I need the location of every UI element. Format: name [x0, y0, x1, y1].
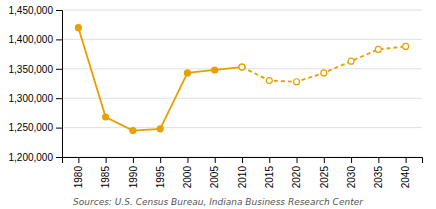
x-tick-label: 2030: [346, 166, 357, 189]
x-tick-label: 1985: [100, 166, 111, 189]
x-tick: 2020: [291, 157, 302, 188]
y-tick-mark: [56, 157, 62, 158]
x-tick-label: 1995: [155, 166, 166, 189]
point: [75, 25, 81, 31]
y-tick: 1,300,000: [9, 93, 63, 104]
point: [103, 114, 109, 120]
x-axis: 1980 1985 1990 1995 2000 2005 2010 2015 2020 2025…: [63, 157, 423, 188]
grid: [62, 10, 422, 157]
x-tick-mark: [242, 157, 243, 163]
point: [403, 43, 409, 49]
x-tick-mark: [215, 157, 216, 163]
x-tick: 2035: [373, 157, 384, 188]
annotation: Sources: U.S. Census Bureau, Indiana Bus…: [73, 197, 364, 207]
x-tick-label: 2020: [291, 166, 302, 189]
point: [184, 70, 190, 76]
point: [348, 58, 354, 64]
x-tick-mark: [269, 157, 270, 163]
grid-line: [62, 39, 422, 40]
y-tick-mark: [56, 39, 62, 40]
y-tick: 1,350,000: [9, 64, 63, 75]
x-tick-label: 2000: [182, 166, 193, 189]
x-tick-mark: [78, 157, 79, 163]
x-tick: 2010: [237, 157, 248, 188]
x-tick-mark: [378, 157, 379, 163]
y-tick-mark: [56, 98, 62, 99]
x-tick-mark: [324, 157, 325, 163]
x-tick-mark: [160, 157, 161, 163]
grid-line: [62, 10, 422, 11]
x-tick: 2000: [182, 157, 193, 188]
y-tick-label: 1,450,000: [9, 5, 54, 16]
y-axis: 1,200,000 1,250,000 1,300,000 1,350,000 1,40…: [9, 5, 63, 163]
point: [266, 78, 272, 84]
y-tick-label: 1,350,000: [9, 64, 54, 75]
x-tick-mark: [187, 157, 188, 163]
x-tick-label: 1980: [73, 166, 84, 189]
y-tick-label: 1,200,000: [9, 152, 54, 163]
x-tick-mark: [133, 157, 134, 163]
x-tick-mark: [106, 157, 107, 163]
point: [294, 79, 300, 85]
series-line: [78, 28, 242, 131]
x-tick-label: 2035: [373, 166, 384, 189]
point: [239, 64, 245, 70]
grid-line: [62, 98, 422, 99]
point: [130, 128, 136, 134]
point: [375, 46, 381, 52]
x-tick-label: 1990: [128, 166, 139, 189]
point: [212, 67, 218, 73]
x-tick-mark: [351, 157, 352, 163]
y-tick-mark: [56, 128, 62, 129]
x-tick: 1980: [73, 157, 84, 188]
x-tick: 1990: [128, 157, 139, 188]
x-tick: 2040: [400, 157, 411, 188]
x-tick-label: 2040: [400, 166, 411, 189]
x-tick-label: 2025: [319, 166, 330, 189]
plot-area: 1980 1985 1990 1995 2000 2005 2010 2015 2020 2025…: [9, 5, 423, 189]
y-tick-label: 1,250,000: [9, 122, 54, 133]
x-tick-label: 2015: [264, 166, 275, 189]
chart: 1980 1985 1990 1995 2000 2005 2010 2015 2020 2025…: [0, 0, 436, 209]
x-tick: 1995: [155, 157, 166, 188]
point: [239, 64, 245, 70]
y-tick-label: 1,300,000: [9, 93, 54, 104]
x-tick-mark: [297, 157, 298, 163]
marks: [75, 25, 408, 134]
x-tick-label: 2010: [237, 166, 248, 189]
x-tick: 2005: [209, 157, 220, 188]
point: [321, 70, 327, 76]
x-tick: 1985: [100, 157, 111, 188]
y-tick: 1,200,000: [9, 152, 63, 163]
x-tick: 2015: [264, 157, 275, 188]
y-tick-mark: [56, 10, 62, 11]
point: [157, 126, 163, 132]
x-tick: 2030: [346, 157, 357, 188]
x-tick-mark: [406, 157, 407, 163]
x-axis-line: [63, 158, 423, 164]
y-tick: 1,400,000: [9, 34, 63, 45]
series-line: [242, 46, 406, 81]
x-tick-label: 2005: [209, 166, 220, 189]
x-tick: 2025: [319, 157, 330, 188]
grid-line: [62, 127, 422, 128]
y-tick: 1,450,000: [9, 5, 63, 16]
y-axis-line: [56, 11, 63, 158]
y-tick: 1,250,000: [9, 122, 63, 133]
y-tick-label: 1,400,000: [9, 34, 54, 45]
y-tick-mark: [56, 69, 62, 70]
